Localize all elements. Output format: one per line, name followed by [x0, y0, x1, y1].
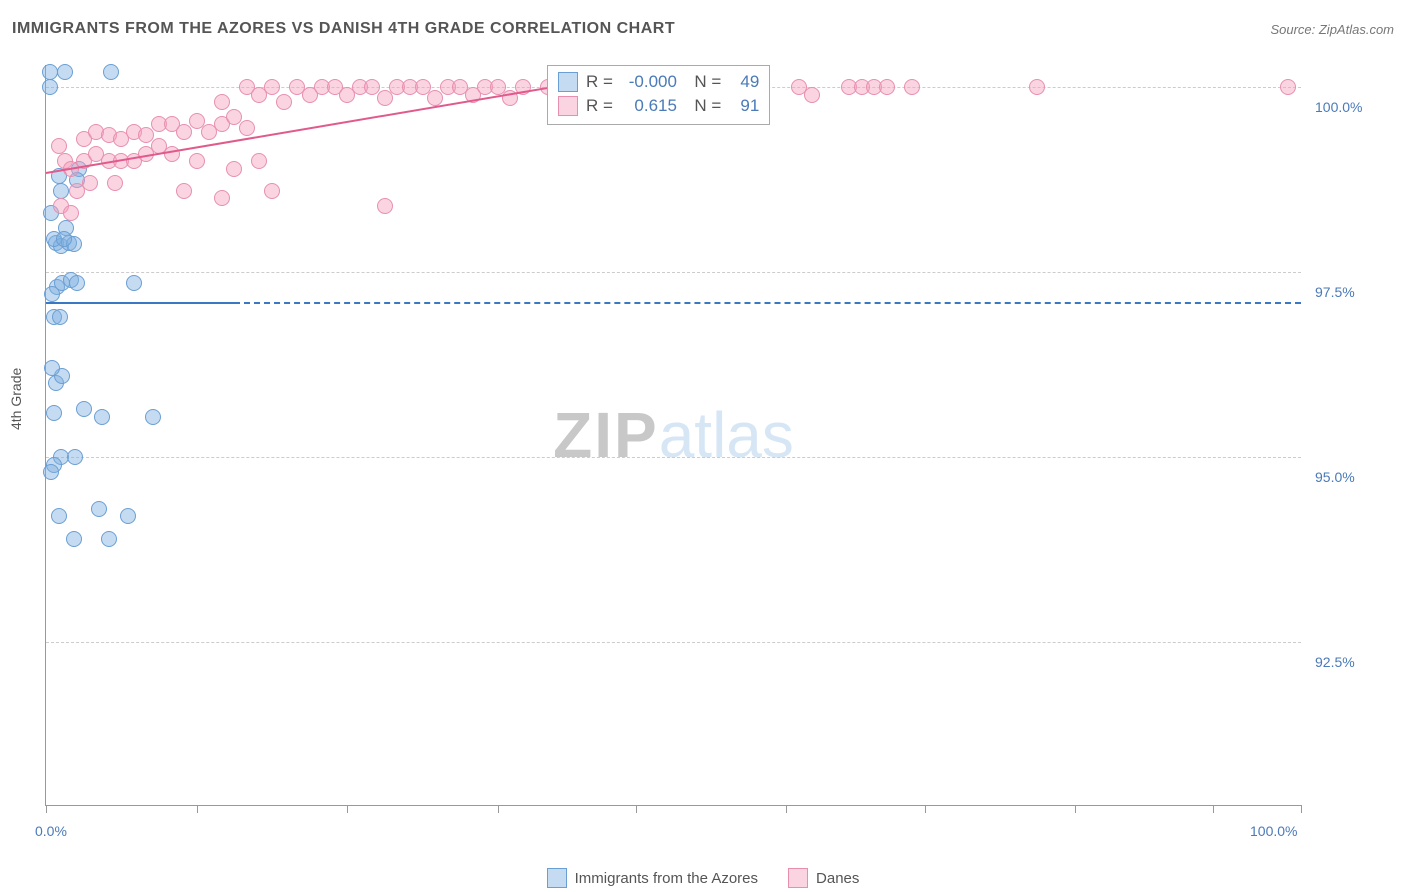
legend-item-danes: Danes	[788, 868, 859, 888]
data-point-azores	[76, 401, 92, 417]
x-tick	[347, 805, 348, 813]
data-point-azores	[51, 508, 67, 524]
data-point-azores	[91, 501, 107, 517]
y-tick-label: 95.0%	[1315, 469, 1355, 485]
x-tick-label: 0.0%	[35, 823, 67, 839]
stats-row-azores: R = -0.000 N = 49	[558, 70, 759, 94]
y-axis-label: 4th Grade	[8, 368, 24, 430]
data-point-danes	[214, 190, 230, 206]
watermark-atlas: atlas	[659, 399, 794, 471]
data-point-azores	[42, 79, 58, 95]
trend-line	[46, 302, 234, 304]
data-point-azores	[53, 183, 69, 199]
data-point-danes	[1029, 79, 1045, 95]
data-point-azores	[44, 286, 60, 302]
y-tick-label: 100.0%	[1315, 99, 1362, 115]
data-point-danes	[264, 183, 280, 199]
data-point-azores	[145, 409, 161, 425]
x-tick	[1213, 805, 1214, 813]
gridline	[46, 457, 1301, 458]
y-tick-label: 97.5%	[1315, 284, 1355, 300]
legend-item-azores: Immigrants from the Azores	[547, 868, 758, 888]
x-tick	[636, 805, 637, 813]
x-tick	[786, 805, 787, 813]
source-label: Source: ZipAtlas.com	[1270, 22, 1394, 37]
gridline	[46, 642, 1301, 643]
chart-title: IMMIGRANTS FROM THE AZORES VS DANISH 4TH…	[12, 20, 675, 38]
watermark-zip: ZIP	[553, 399, 659, 471]
data-point-azores	[42, 64, 58, 80]
stats-swatch-pink	[558, 96, 578, 116]
data-point-azores	[52, 309, 68, 325]
data-point-danes	[176, 183, 192, 199]
data-point-azores	[126, 275, 142, 291]
x-tick-label: 100.0%	[1250, 823, 1297, 839]
data-point-azores	[66, 531, 82, 547]
plot-area: ZIPatlas	[45, 65, 1301, 806]
stats-r-label: R =	[586, 94, 613, 118]
data-point-azores	[44, 360, 60, 376]
data-point-azores	[67, 449, 83, 465]
data-point-danes	[226, 161, 242, 177]
x-tick	[1301, 805, 1302, 813]
data-point-azores	[120, 508, 136, 524]
stats-r-danes: 0.615	[621, 94, 677, 118]
data-point-danes	[164, 146, 180, 162]
stats-swatch-blue	[558, 72, 578, 92]
x-tick	[46, 805, 47, 813]
x-tick	[197, 805, 198, 813]
x-tick	[925, 805, 926, 813]
data-point-azores	[94, 409, 110, 425]
data-point-azores	[69, 275, 85, 291]
legend-label-azores: Immigrants from the Azores	[575, 870, 758, 887]
stats-n-label: N =	[685, 94, 721, 118]
data-point-danes	[377, 90, 393, 106]
data-point-danes	[251, 153, 267, 169]
data-point-danes	[82, 175, 98, 191]
data-point-danes	[427, 90, 443, 106]
stats-n-danes: 91	[729, 94, 759, 118]
data-point-danes	[904, 79, 920, 95]
data-point-azores	[43, 464, 59, 480]
data-point-danes	[276, 94, 292, 110]
legend-swatch-pink	[788, 868, 808, 888]
data-point-danes	[239, 120, 255, 136]
data-point-danes	[1280, 79, 1296, 95]
stats-row-danes: R = 0.615 N = 91	[558, 94, 759, 118]
data-point-danes	[804, 87, 820, 103]
watermark: ZIPatlas	[553, 398, 794, 472]
data-point-azores	[101, 531, 117, 547]
data-point-danes	[214, 94, 230, 110]
legend-label-danes: Danes	[816, 870, 859, 887]
data-point-azores	[57, 64, 73, 80]
data-point-danes	[176, 124, 192, 140]
x-tick	[498, 805, 499, 813]
x-tick	[1075, 805, 1076, 813]
data-point-azores	[103, 64, 119, 80]
stats-n-label: N =	[685, 70, 721, 94]
data-point-danes	[377, 198, 393, 214]
y-tick-label: 92.5%	[1315, 654, 1355, 670]
stats-box: R = -0.000 N = 49 R = 0.615 N = 91	[547, 65, 770, 125]
bottom-legend: Immigrants from the Azores Danes	[0, 868, 1406, 888]
data-point-azores	[56, 231, 72, 247]
trend-extrapolation	[234, 302, 1301, 304]
data-point-azores	[46, 405, 62, 421]
data-point-danes	[51, 138, 67, 154]
stats-n-azores: 49	[729, 70, 759, 94]
stats-r-azores: -0.000	[621, 70, 677, 94]
data-point-danes	[879, 79, 895, 95]
legend-swatch-blue	[547, 868, 567, 888]
gridline	[46, 272, 1301, 273]
data-point-danes	[63, 205, 79, 221]
data-point-danes	[107, 175, 123, 191]
data-point-danes	[264, 79, 280, 95]
data-point-danes	[189, 153, 205, 169]
stats-r-label: R =	[586, 70, 613, 94]
